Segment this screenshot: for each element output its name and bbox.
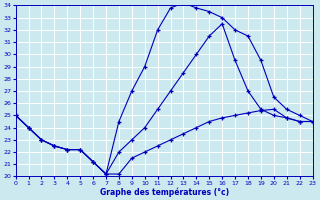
X-axis label: Graphe des températures (°c): Graphe des températures (°c) [100,187,229,197]
